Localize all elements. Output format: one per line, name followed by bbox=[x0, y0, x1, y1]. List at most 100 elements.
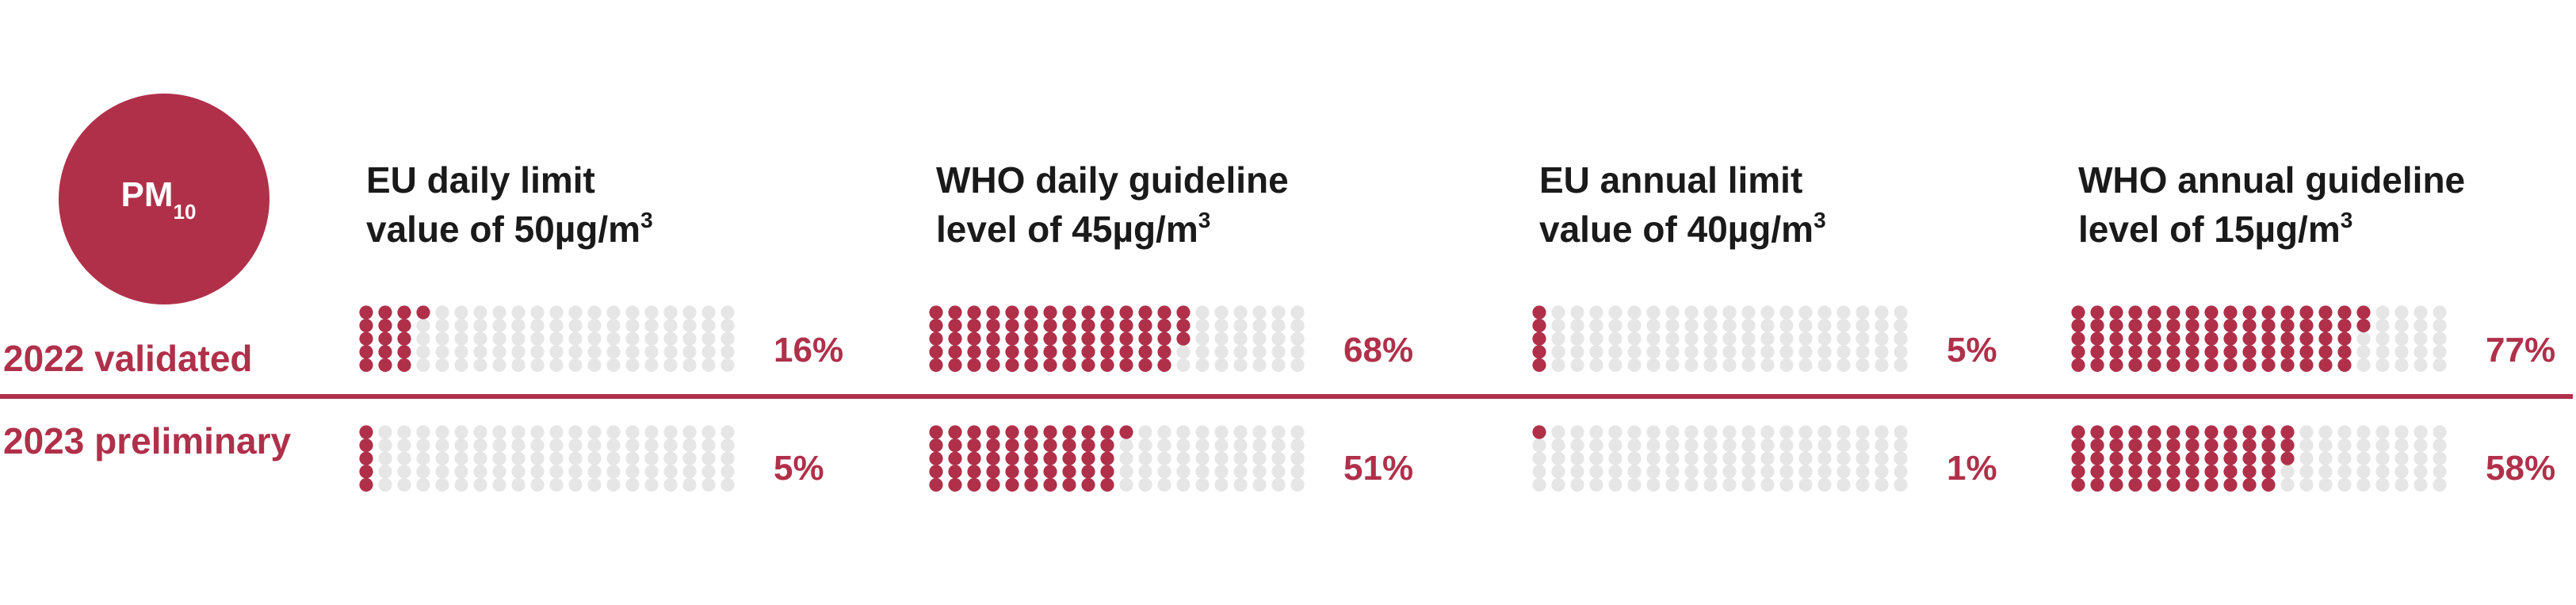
empty-dot bbox=[587, 358, 602, 372]
title-main: PM bbox=[121, 175, 174, 214]
dot bbox=[2299, 305, 2314, 320]
empty-dot bbox=[663, 451, 678, 465]
empty-dot bbox=[1252, 425, 1267, 439]
empty-dot bbox=[1798, 358, 1813, 372]
empty-dot bbox=[2414, 319, 2428, 333]
dot bbox=[986, 305, 1000, 320]
empty-dot bbox=[1570, 425, 1584, 439]
empty-dot bbox=[1722, 319, 1737, 333]
dot bbox=[2204, 305, 2219, 320]
empty-dot bbox=[1817, 345, 1832, 359]
empty-dot bbox=[606, 477, 621, 492]
dot bbox=[2318, 331, 2333, 346]
empty-dot bbox=[1836, 477, 1851, 492]
empty-dot bbox=[1271, 319, 1286, 333]
dot bbox=[1024, 477, 1038, 492]
dot bbox=[2223, 438, 2238, 453]
empty-dot bbox=[1627, 438, 1642, 453]
dot bbox=[1005, 331, 1019, 346]
empty-dot bbox=[2433, 438, 2447, 453]
empty-dot bbox=[1138, 465, 1152, 479]
empty-dot bbox=[492, 331, 506, 346]
dot bbox=[2071, 425, 2085, 439]
empty-dot bbox=[378, 477, 392, 492]
empty-dot bbox=[1684, 331, 1699, 346]
empty-dot bbox=[1741, 465, 1756, 479]
dot bbox=[1005, 319, 1019, 333]
dot bbox=[2128, 305, 2142, 320]
empty-dot bbox=[682, 477, 697, 492]
empty-dot bbox=[1195, 305, 1210, 320]
legend-label: 2022 validated bbox=[3, 338, 253, 379]
empty-dot bbox=[644, 438, 659, 453]
empty-dot bbox=[1608, 465, 1622, 479]
empty-dot bbox=[2433, 305, 2447, 320]
header-sup: 3 bbox=[1814, 208, 1826, 232]
empty-dot bbox=[568, 451, 583, 465]
empty-dot bbox=[1836, 425, 1851, 439]
empty-dots bbox=[1176, 305, 1305, 372]
empty-dot bbox=[1290, 465, 1305, 479]
empty-dot bbox=[1741, 438, 1756, 453]
empty-dot bbox=[1722, 425, 1737, 439]
empty-dot bbox=[2375, 345, 2390, 359]
empty-dot bbox=[1214, 477, 1229, 492]
dot bbox=[359, 451, 373, 465]
empty-dot bbox=[1856, 331, 1870, 346]
empty-dot bbox=[1684, 319, 1699, 333]
dot bbox=[2204, 345, 2219, 359]
empty-dot bbox=[1271, 438, 1286, 453]
empty-dot bbox=[1214, 465, 1229, 479]
dot bbox=[2223, 345, 2238, 359]
empty-dot bbox=[682, 425, 697, 439]
empty-dot bbox=[606, 465, 621, 479]
dot bbox=[929, 425, 943, 439]
empty-dot bbox=[1703, 438, 1718, 453]
dot bbox=[2299, 345, 2314, 359]
empty-dot bbox=[2414, 345, 2428, 359]
dot bbox=[1081, 319, 1095, 333]
empty-dot bbox=[1665, 465, 1680, 479]
dot bbox=[359, 465, 373, 479]
dot bbox=[1005, 451, 1019, 465]
waffle bbox=[1532, 425, 1546, 439]
dot bbox=[2223, 425, 2238, 439]
empty-dot bbox=[1157, 451, 1171, 465]
empty-dot bbox=[1836, 345, 1851, 359]
dot bbox=[1043, 477, 1057, 492]
empty-dot bbox=[568, 345, 583, 359]
empty-dot bbox=[682, 305, 697, 320]
empty-dot bbox=[1195, 425, 1210, 439]
dot bbox=[1005, 477, 1019, 492]
dot bbox=[2280, 425, 2295, 439]
empty-dot bbox=[435, 425, 449, 439]
dot bbox=[1043, 331, 1057, 346]
dot bbox=[1157, 358, 1171, 372]
dot bbox=[1005, 425, 1019, 439]
empty-dot bbox=[1703, 345, 1718, 359]
empty-dot bbox=[1627, 345, 1642, 359]
empty-dot bbox=[1817, 438, 1832, 453]
dot bbox=[2071, 331, 2085, 346]
empty-dot bbox=[1195, 477, 1210, 492]
empty-dot bbox=[530, 331, 545, 346]
dot bbox=[1100, 358, 1114, 372]
column-header: level of 15µg/m3 bbox=[2078, 208, 2352, 250]
dot bbox=[2204, 477, 2219, 492]
empty-dot bbox=[2375, 319, 2390, 333]
dot bbox=[1043, 319, 1057, 333]
empty-dots bbox=[2356, 305, 2447, 372]
dot bbox=[2242, 477, 2257, 492]
dot bbox=[948, 425, 962, 439]
empty-dot bbox=[1176, 425, 1191, 439]
dot bbox=[1532, 331, 1546, 346]
empty-dot bbox=[2414, 465, 2428, 479]
dot bbox=[2337, 305, 2352, 320]
dot bbox=[2185, 358, 2200, 372]
empty-dot bbox=[2414, 425, 2428, 439]
empty-dot bbox=[568, 319, 583, 333]
column-header: value of 50µg/m3 bbox=[366, 208, 653, 250]
dot bbox=[2109, 477, 2123, 492]
dot bbox=[986, 425, 1000, 439]
empty-dot bbox=[1856, 305, 1870, 320]
